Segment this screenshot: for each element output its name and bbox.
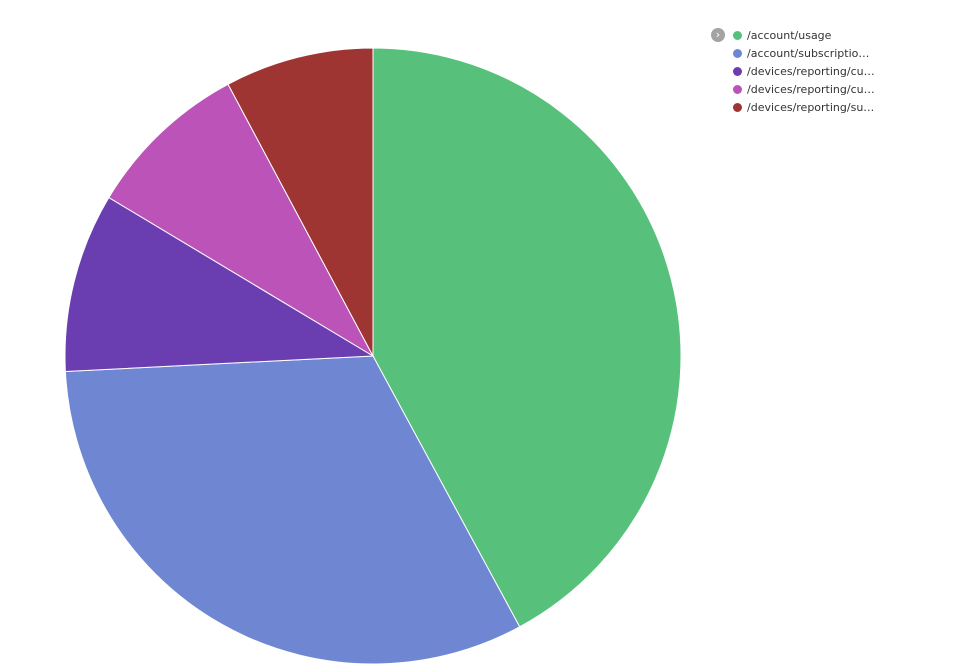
legend-list: /account/usage/account/subscriptio… /devi… — [733, 26, 875, 116]
pie-slice-2[interactable] — [64, 355, 521, 665]
legend-swatch — [733, 66, 742, 76]
legend-label: /account/subscriptio… — [747, 46, 870, 60]
legend-swatch — [733, 30, 742, 40]
chevron-right-icon[interactable]: › — [711, 28, 725, 42]
legend-label: /account/usage — [747, 28, 832, 42]
legend-item[interactable]: /devices/reporting/cu… — [733, 80, 875, 98]
pie-chart-svg — [64, 47, 682, 665]
legend-item[interactable]: /account/usage — [733, 26, 875, 44]
pie-chart — [64, 47, 682, 665]
legend-label: /devices/reporting/cu… — [747, 64, 875, 78]
legend-swatch — [733, 48, 742, 58]
pie-slice-1[interactable] — [372, 47, 682, 628]
legend-item[interactable]: /devices/reporting/su… — [733, 98, 875, 116]
pie-slice-5[interactable] — [227, 47, 374, 357]
legend-label: /devices/reporting/cu… — [747, 82, 875, 96]
pie-slice-4[interactable] — [108, 83, 375, 358]
pie-slice-3[interactable] — [64, 196, 375, 372]
legend-swatch — [733, 102, 742, 112]
legend-item[interactable]: /account/subscriptio… — [733, 44, 875, 62]
legend-label: /devices/reporting/su… — [747, 100, 875, 114]
legend-swatch — [733, 84, 742, 94]
legend-item[interactable]: /devices/reporting/cu… — [733, 62, 875, 80]
